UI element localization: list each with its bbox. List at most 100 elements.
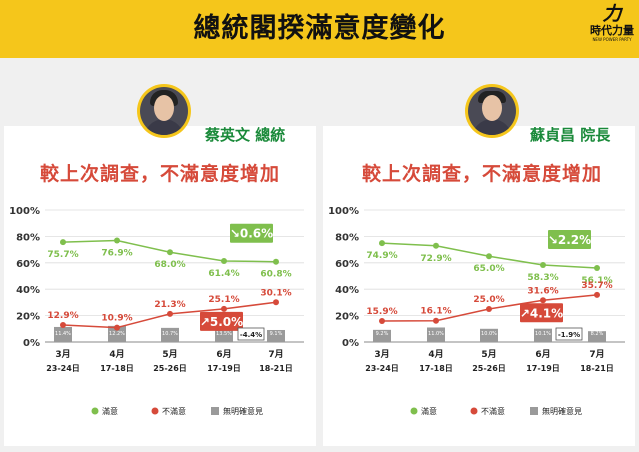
point-satisfied — [114, 237, 120, 244]
legend-label: 無明確意見 — [542, 406, 582, 416]
party-logo: 力 時代力量 NEW POWER PARTY — [590, 4, 634, 54]
point-dissatisfied — [594, 291, 600, 298]
y-tick-label: 20% — [16, 312, 40, 323]
point-dissatisfied — [114, 324, 120, 331]
label-dissatisfied: 10.9% — [101, 314, 132, 324]
bar-label: 10.7% — [162, 331, 178, 337]
bar-unknown — [480, 328, 498, 342]
label-dissatisfied: 12.9% — [47, 311, 78, 321]
subtitle-left: 較上次調查，不滿意度增加 — [40, 163, 281, 185]
logo-subtitle: NEW POWER PARTY — [592, 37, 632, 42]
change-unknown: -4.4% — [240, 331, 262, 339]
point-satisfied — [486, 253, 492, 260]
label-satisfied: 74.9% — [366, 251, 397, 261]
logo-mark: 力 — [602, 3, 622, 25]
bar-unknown — [54, 326, 72, 342]
point-dissatisfied — [433, 317, 439, 324]
change-box-unknown — [237, 327, 265, 341]
content-area — [0, 58, 639, 452]
bar-unknown — [161, 327, 179, 342]
point-dissatisfied — [540, 297, 546, 304]
bar-unknown — [108, 325, 126, 342]
y-tick-label: 0% — [23, 338, 40, 349]
bar-unknown — [588, 331, 606, 342]
change-box-unknown — [555, 327, 583, 341]
label-dissatisfied: 31.6% — [527, 286, 558, 296]
bar-label: 11.0% — [428, 331, 444, 337]
label-dissatisfied: 15.9% — [366, 307, 397, 317]
change-box-satisfied — [230, 223, 273, 243]
chart-panel-left — [4, 126, 316, 446]
x-tick-label: 4月 — [109, 349, 124, 360]
label-satisfied: 76.9% — [101, 248, 132, 258]
label-satisfied: 72.9% — [420, 254, 451, 264]
label-dissatisfied: 25.0% — [473, 295, 504, 305]
bar-unknown — [373, 329, 391, 342]
label-dissatisfied: 35.7% — [581, 281, 612, 291]
page-title: 總統閣揆滿意度變化 — [193, 13, 446, 44]
y-tick-label: 60% — [16, 259, 40, 270]
person-name-left: 蔡英文 總統 — [205, 126, 286, 144]
legend-label: 滿意 — [102, 406, 118, 416]
point-satisfied — [379, 240, 385, 247]
subtitle-right: 較上次調查，不滿意度增加 — [362, 163, 603, 185]
label-satisfied: 60.8% — [260, 270, 291, 280]
label-satisfied: 65.0% — [473, 264, 504, 274]
change-unknown: -1.9% — [558, 331, 580, 339]
x-tick-label: 7月 — [589, 349, 604, 360]
y-tick-label: 80% — [335, 232, 359, 243]
label-satisfied: 61.4% — [208, 269, 239, 279]
point-dissatisfied — [486, 306, 492, 312]
bar-label: 11.4% — [55, 331, 71, 337]
y-tick-label: 80% — [16, 232, 40, 243]
bar-unknown — [427, 327, 445, 342]
x-tick-date: 23-24日 — [365, 364, 399, 373]
change-box-satisfied — [548, 229, 591, 249]
label-dissatisfied: 16.1% — [420, 307, 451, 317]
bar-unknown — [534, 328, 552, 342]
bar-unknown — [267, 329, 285, 342]
legend-marker-unknown — [211, 407, 219, 415]
legend-label: 滿意 — [421, 406, 437, 416]
y-tick-label: 100% — [328, 206, 359, 217]
y-tick-label: 60% — [335, 259, 359, 270]
point-dissatisfied — [60, 321, 66, 328]
legend-marker-dissatisfied — [151, 407, 159, 415]
label-dissatisfied: 30.1% — [260, 288, 291, 298]
x-tick-date: 25-26日 — [153, 364, 187, 373]
x-tick-label: 6月 — [535, 349, 550, 360]
point-satisfied — [221, 257, 227, 264]
legend-label: 不滿意 — [162, 406, 186, 416]
logo-name: 時代力量 — [590, 24, 634, 37]
point-dissatisfied — [221, 305, 227, 312]
chart-panel-right — [323, 126, 635, 446]
bar-label: 12.2% — [109, 331, 125, 337]
x-tick-label: 5月 — [481, 349, 496, 360]
legend-marker-unknown — [530, 407, 538, 415]
change-dissatisfied: ↗5.0% — [200, 315, 243, 329]
point-dissatisfied — [167, 310, 173, 317]
legend-marker-satisfied — [91, 407, 99, 415]
x-tick-label: 6月 — [216, 349, 231, 360]
x-tick-label: 3月 — [55, 349, 70, 360]
bar-label: 10.1% — [535, 331, 551, 337]
point-satisfied — [273, 258, 279, 265]
y-tick-label: 40% — [16, 285, 40, 296]
change-satisfied: ↘2.2% — [548, 233, 591, 247]
x-tick-date: 25-26日 — [472, 364, 506, 373]
x-tick-label: 5月 — [162, 349, 177, 360]
chart-right: 0% 20% 40% 60% 80% 100% 3月 23-24日 4月 17-18日 5月 25-2… — [328, 206, 625, 416]
label-satisfied: 75.7% — [47, 250, 78, 260]
avatar-left — [137, 84, 191, 138]
label-dissatisfied: 25.1% — [208, 295, 239, 305]
point-satisfied — [540, 262, 546, 269]
point-satisfied — [433, 242, 439, 249]
chart-left: 0% 20% 40% 60% 80% 100% 3月 23-24日 4月 17-18日 5月 25-2… — [9, 206, 304, 416]
change-satisfied: ↘0.6% — [230, 227, 273, 241]
label-satisfied: 56.1% — [581, 276, 612, 286]
point-dissatisfied — [273, 299, 279, 306]
point-satisfied — [60, 239, 66, 246]
change-box-dissatisfied — [520, 303, 563, 323]
x-tick-date: 17-18日 — [419, 364, 453, 373]
